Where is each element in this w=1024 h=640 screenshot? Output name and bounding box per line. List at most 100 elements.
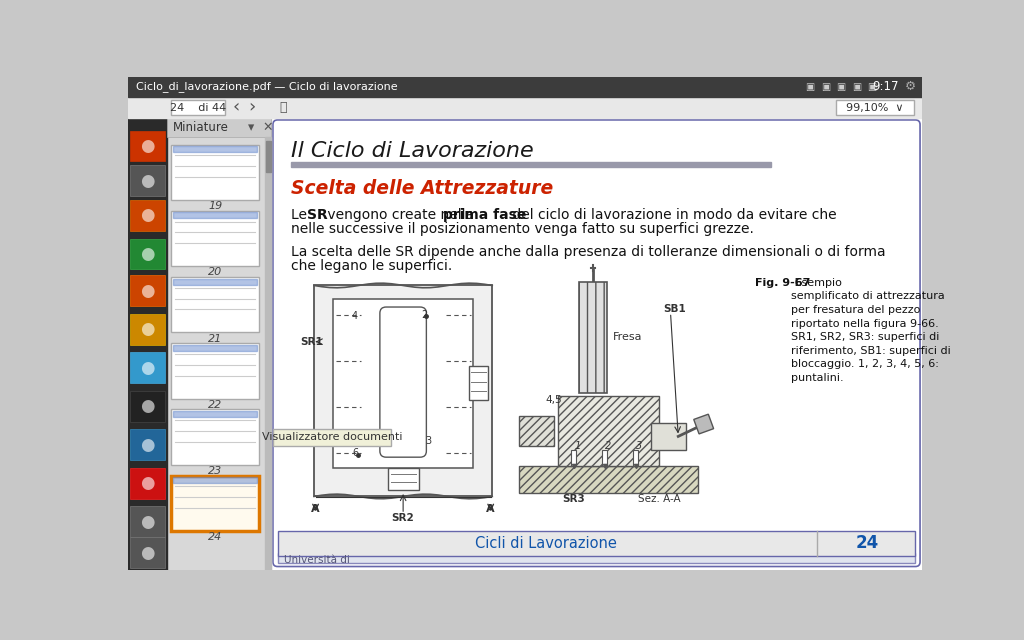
Text: ●: ● xyxy=(140,172,155,189)
Text: A: A xyxy=(311,504,319,514)
Text: 3: 3 xyxy=(636,442,643,451)
Bar xyxy=(837,100,913,115)
Bar xyxy=(579,282,607,392)
Text: 1: 1 xyxy=(574,442,581,451)
Bar xyxy=(130,353,165,383)
Text: ●: ● xyxy=(140,206,155,225)
Bar xyxy=(171,410,259,465)
Text: ●: ● xyxy=(140,282,155,300)
Text: ●: ● xyxy=(140,137,155,155)
Text: La scelta delle SR dipende anche dalla presenza di tolleranze dimensionali o di : La scelta delle SR dipende anche dalla p… xyxy=(291,244,886,259)
Bar xyxy=(130,165,165,196)
Text: 24: 24 xyxy=(856,534,880,552)
Bar xyxy=(173,411,257,417)
Bar xyxy=(173,212,257,218)
Text: SR1: SR1 xyxy=(300,337,323,347)
Bar xyxy=(693,414,714,434)
Text: Scelta delle Attrezzature: Scelta delle Attrezzature xyxy=(291,179,553,198)
Text: 19: 19 xyxy=(208,201,222,211)
Text: ●: ● xyxy=(140,436,155,454)
Text: 23: 23 xyxy=(208,466,222,476)
Text: ‹: ‹ xyxy=(232,99,240,116)
Text: SR: SR xyxy=(306,208,328,221)
Bar xyxy=(278,554,915,563)
Text: 6: 6 xyxy=(352,447,358,458)
Bar xyxy=(130,200,165,231)
Text: 1: 1 xyxy=(355,436,361,446)
Text: che legano le superfici.: che legano le superfici. xyxy=(291,259,452,273)
Text: del ciclo di lavorazione in modo da evitare che: del ciclo di lavorazione in modo da evit… xyxy=(508,208,837,221)
FancyBboxPatch shape xyxy=(380,307,426,457)
Bar xyxy=(334,300,473,468)
Text: prima fase: prima fase xyxy=(443,208,526,221)
Bar xyxy=(265,137,271,570)
Bar xyxy=(273,429,391,445)
Text: ▣: ▣ xyxy=(837,82,846,92)
Text: 3: 3 xyxy=(425,436,431,446)
Bar xyxy=(128,118,167,570)
Bar xyxy=(171,211,259,266)
Text: ▣: ▣ xyxy=(805,82,815,92)
Text: A: A xyxy=(486,504,495,514)
Bar xyxy=(130,429,165,460)
Bar xyxy=(173,278,257,285)
Text: Fig. 9-67: Fig. 9-67 xyxy=(755,278,810,288)
Text: SB1: SB1 xyxy=(663,303,685,314)
Text: ⚙: ⚙ xyxy=(905,80,916,93)
Text: vengono create nella: vengono create nella xyxy=(323,208,478,221)
Bar xyxy=(128,556,922,570)
Bar xyxy=(128,97,922,118)
Bar xyxy=(602,451,607,466)
Bar xyxy=(130,468,165,499)
Bar xyxy=(173,477,257,483)
Bar xyxy=(171,476,259,531)
Bar xyxy=(171,145,259,200)
Bar xyxy=(173,146,257,152)
Text: 24    di 44: 24 di 44 xyxy=(170,102,226,113)
Bar xyxy=(278,531,915,556)
Text: ▣: ▣ xyxy=(867,82,877,92)
Bar xyxy=(291,161,771,167)
Text: ▣: ▣ xyxy=(852,82,861,92)
Text: 9:17: 9:17 xyxy=(872,80,899,93)
Text: ▣: ▣ xyxy=(821,82,830,92)
Text: 2: 2 xyxy=(422,310,428,320)
Text: ✕: ✕ xyxy=(262,121,272,134)
Text: Visualizzatore documenti: Visualizzatore documenti xyxy=(261,432,402,442)
Text: Cicli di Lavorazione: Cicli di Lavorazione xyxy=(474,536,616,551)
Text: Il Ciclo di Lavorazione: Il Ciclo di Lavorazione xyxy=(291,141,534,161)
Bar xyxy=(571,451,575,466)
Text: ▾: ▾ xyxy=(248,121,254,134)
Bar xyxy=(171,343,259,399)
Text: Esempio
semplificato di attrezzatura
per fresatura del pezzo
riportato nella fig: Esempio semplificato di attrezzatura per… xyxy=(791,278,950,383)
Bar xyxy=(130,239,165,269)
Text: 21: 21 xyxy=(208,333,222,344)
Bar xyxy=(266,141,270,172)
Text: ●: ● xyxy=(140,397,155,415)
Bar xyxy=(519,415,554,447)
Text: 4: 4 xyxy=(352,311,358,321)
Text: ●: ● xyxy=(140,513,155,531)
Bar xyxy=(171,277,259,332)
Text: 5: 5 xyxy=(344,436,350,446)
Bar xyxy=(388,468,419,490)
Text: SR3: SR3 xyxy=(562,494,585,504)
Bar xyxy=(130,391,165,422)
Text: ●: ● xyxy=(140,359,155,377)
Bar xyxy=(167,118,271,570)
Bar xyxy=(130,314,165,345)
Text: 24: 24 xyxy=(208,532,222,542)
Text: Fresa: Fresa xyxy=(613,332,643,342)
Bar xyxy=(651,423,686,451)
Bar xyxy=(130,537,165,568)
Text: 99,10%  ∨: 99,10% ∨ xyxy=(847,102,904,113)
Bar xyxy=(128,77,922,97)
Bar xyxy=(167,118,271,137)
Text: SR2: SR2 xyxy=(392,513,415,523)
Text: ●: ● xyxy=(140,474,155,492)
Text: Le: Le xyxy=(291,208,311,221)
Bar xyxy=(173,345,257,351)
Bar xyxy=(469,366,488,400)
Bar xyxy=(171,100,225,115)
Text: ●: ● xyxy=(140,245,155,263)
